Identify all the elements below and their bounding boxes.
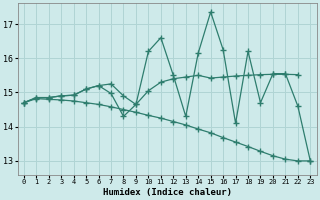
X-axis label: Humidex (Indice chaleur): Humidex (Indice chaleur)	[103, 188, 232, 197]
